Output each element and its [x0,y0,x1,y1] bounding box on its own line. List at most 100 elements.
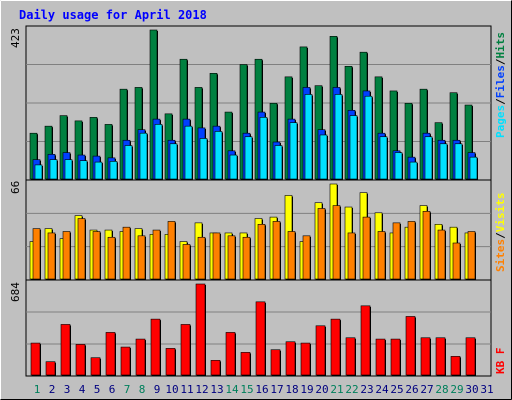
x-label-day-8: 8 [139,383,146,396]
bar-kbytes-3 [60,324,71,376]
bar-kbytes-27 [420,337,431,376]
bar-sites-12 [197,236,206,280]
bar-kbytes-16 [255,301,266,376]
bar-kbytes-19 [300,342,311,376]
bar-sites-9 [152,229,161,280]
bar-pages-5 [94,161,103,180]
x-label-day-6: 6 [109,383,116,396]
x-label-day-24: 24 [375,383,389,396]
bar-pages-30 [469,156,478,180]
bar-pages-10 [169,143,178,180]
bar-pages-19 [304,94,313,180]
bar-sites-3 [62,231,71,280]
bar-sites-18 [287,231,296,280]
bar-kbytes-8 [135,338,146,376]
legend-files: Files [494,65,507,98]
bar-sites-26 [407,221,416,280]
bar-pages-2 [49,159,58,180]
chart-title: Daily usage for April 2018 [19,8,207,22]
svg-text:Pages/Files/Hits: Pages/Files/Hits [494,32,507,138]
bar-pages-22 [349,115,358,180]
x-label-day-30: 30 [465,383,478,396]
bar-kbytes-26 [405,316,416,376]
x-label-day-28: 28 [435,383,448,396]
bar-pages-1 [34,164,43,180]
bar-pages-24 [379,136,388,180]
bar-sites-17 [272,221,281,280]
x-label-day-26: 26 [405,383,418,396]
bar-pages-25 [394,152,403,180]
bar-kbytes-14 [225,332,236,376]
bar-pages-13 [214,131,223,180]
bar-kbytes-10 [165,348,176,376]
x-label-day-20: 20 [315,383,328,396]
x-label-day-23: 23 [360,383,373,396]
panel3-ymax-label: 684 [9,282,22,302]
legend-visits: Visits [494,193,507,233]
x-label-day-29: 29 [450,383,463,396]
legend-sites: Sites [494,239,507,272]
bar-sites-11 [182,244,191,280]
bar-sites-20 [317,208,326,280]
x-label-day-2: 2 [49,383,56,396]
bar-sites-24 [377,231,386,280]
bar-sites-14 [227,235,236,280]
x-label-day-15: 15 [240,383,253,396]
bar-sites-1 [32,228,41,280]
bar-pages-17 [274,145,283,180]
legend-hits: Hits [494,32,507,59]
bar-kbytes-13 [210,360,221,376]
bar-sites-6 [107,236,116,280]
bar-kbytes-21 [330,318,341,376]
bar-sites-28 [437,229,446,280]
bar-pages-4 [79,160,88,180]
bar-kbytes-17 [270,349,281,376]
panel-3 [25,279,492,377]
bar-kbytes-7 [120,346,131,376]
bar-sites-21 [332,205,341,280]
bar-pages-12 [199,138,208,180]
x-label-day-1: 1 [34,383,41,396]
bar-pages-21 [334,94,343,180]
x-label-day-9: 9 [154,383,161,396]
bar-pages-23 [364,95,373,180]
bar-pages-6 [109,161,118,180]
x-label-day-16: 16 [255,383,268,396]
x-label-day-18: 18 [285,383,298,396]
bar-pages-27 [424,136,433,180]
x-label-day-10: 10 [165,383,178,396]
bar-pages-9 [154,124,163,180]
bar-kbytes-12 [195,283,206,376]
bar-kbytes-2 [45,361,56,376]
x-label-day-3: 3 [64,383,71,396]
x-label-day-22: 22 [345,383,358,396]
x-label-day-27: 27 [420,383,433,396]
bar-sites-2 [47,232,56,280]
x-label-day-7: 7 [124,383,131,396]
x-label-day-5: 5 [94,383,101,396]
panel1-ymax-label: 423 [9,28,22,48]
bar-pages-26 [409,161,418,180]
bar-pages-11 [184,125,193,180]
x-label-day-4: 4 [79,383,86,396]
panel-2 [25,179,492,281]
bar-sites-7 [122,226,131,280]
bar-pages-29 [454,143,463,180]
bar-kbytes-11 [180,324,191,376]
bar-kbytes-6 [105,332,116,376]
legend-pages: Pages [494,105,507,138]
bar-pages-16 [259,117,268,180]
x-label-day-17: 17 [270,383,283,396]
bar-sites-23 [362,216,371,280]
x-label-day-19: 19 [300,383,313,396]
bar-pages-8 [139,132,148,180]
bar-pages-28 [439,143,448,180]
bar-kbytes-15 [240,352,251,376]
panel-1 [25,25,492,181]
bar-kbytes-25 [390,338,401,376]
bar-pages-7 [124,145,133,180]
x-label-day-25: 25 [390,383,403,396]
bar-sites-15 [242,236,251,280]
bar-pages-3 [64,159,73,180]
